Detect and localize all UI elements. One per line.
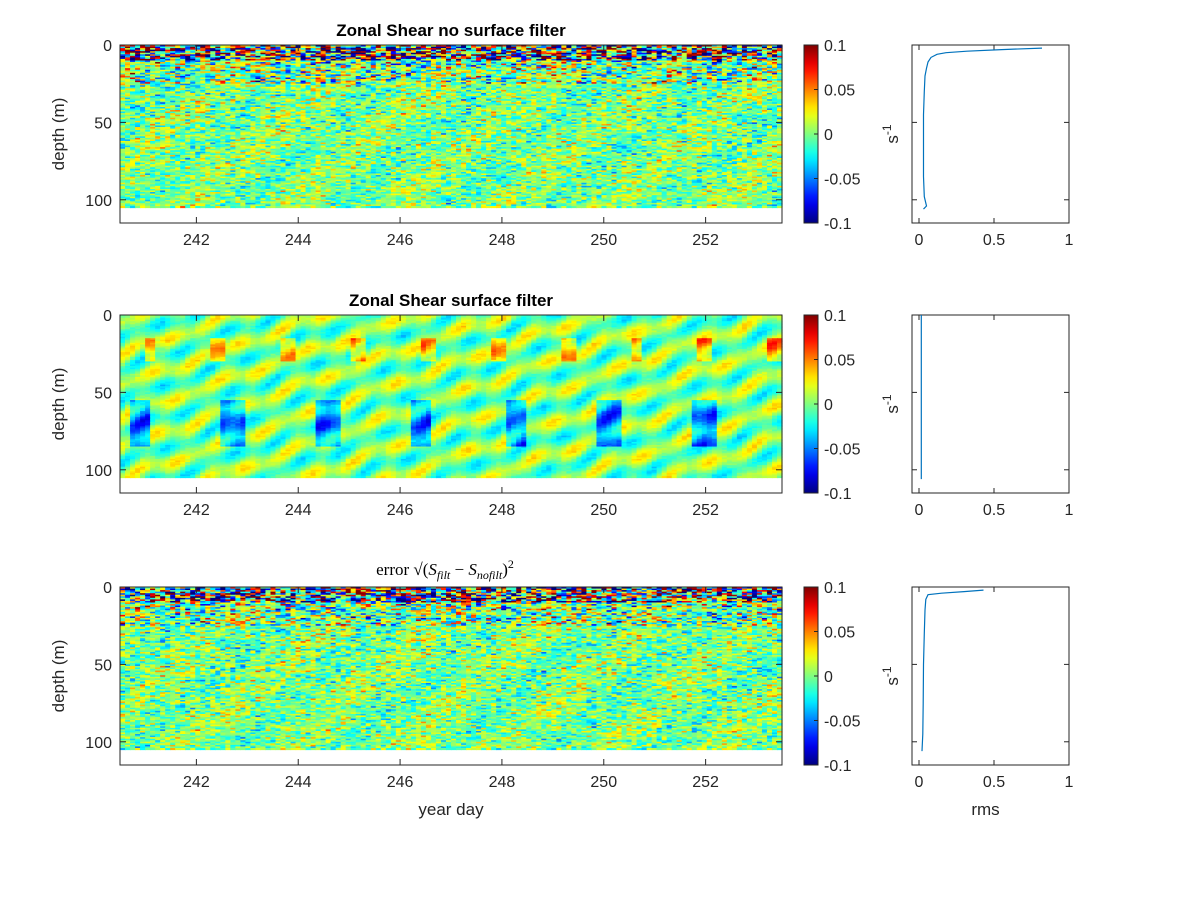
heatmap-1 bbox=[120, 45, 783, 208]
